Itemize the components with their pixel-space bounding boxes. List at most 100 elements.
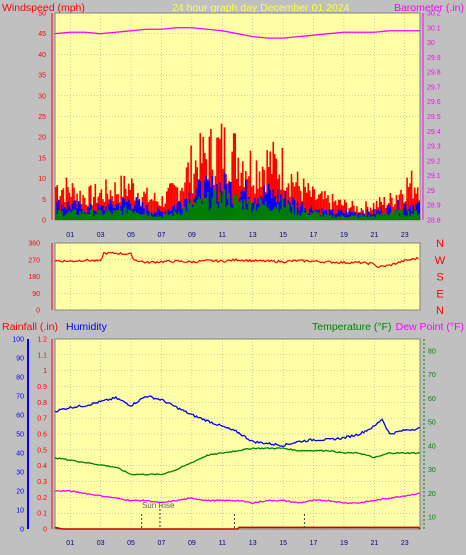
x-tick-label: 01 bbox=[66, 232, 74, 239]
x-tick-label: 11 bbox=[219, 540, 226, 547]
barometer-y-tick-label: 29.4 bbox=[427, 129, 441, 136]
humidity-title: Humidity bbox=[66, 321, 108, 333]
barometer-y-tick-label: 29.9 bbox=[427, 55, 441, 62]
rain-y-tick-label: 0.9 bbox=[37, 384, 47, 391]
x-tick-label: 21 bbox=[370, 540, 378, 547]
dewpoint-title: Dew Point (°F) bbox=[396, 321, 464, 333]
rain-y-tick-label: 0.3 bbox=[37, 479, 47, 486]
compass-label: E bbox=[436, 288, 443, 300]
humidity-y-tick-label: 70 bbox=[16, 394, 24, 401]
x-tick-label: 15 bbox=[279, 540, 287, 547]
compass-label: N bbox=[436, 238, 444, 250]
barometer-y-tick-label: 29 bbox=[427, 188, 435, 195]
humidity-y-tick-label: 60 bbox=[16, 413, 24, 420]
direction-y-tick-label: 90 bbox=[32, 291, 40, 298]
temp-y-tick-label: 40 bbox=[428, 443, 436, 450]
humidity-line bbox=[54, 395, 421, 448]
rain-y-tick-label: 0 bbox=[43, 527, 47, 534]
barometer-title: Barometer (.in) bbox=[394, 2, 464, 14]
barometer-y-tick-label: 29.5 bbox=[427, 114, 441, 121]
rain-y-tick-label: 0.4 bbox=[37, 463, 47, 470]
x-tick-label: 23 bbox=[401, 540, 409, 547]
temperature-line bbox=[54, 447, 421, 476]
rain-y-tick-label: 0.8 bbox=[37, 400, 47, 407]
direction-y-tick-label: 360 bbox=[28, 241, 40, 248]
barometer-y-tick-label: 30.2 bbox=[427, 11, 441, 18]
x-tick-label: 03 bbox=[97, 540, 105, 547]
x-tick-label: 23 bbox=[401, 232, 409, 239]
wind-y-tick-label: 5 bbox=[42, 197, 46, 204]
rain-y-tick-label: 0.2 bbox=[37, 495, 47, 502]
humidity-y-tick-label: 40 bbox=[16, 451, 24, 458]
direction-y-tick-label: 0 bbox=[36, 308, 40, 315]
barometer-y-tick-label: 29.8 bbox=[427, 70, 441, 77]
barometer-y-tick-label: 28.9 bbox=[427, 203, 441, 210]
x-tick-label: 05 bbox=[127, 232, 135, 239]
barometer-y-tick-label: 28.8 bbox=[427, 218, 441, 225]
temp-y-tick-label: 10 bbox=[428, 515, 436, 522]
humidity-y-tick-label: 20 bbox=[16, 489, 24, 496]
x-tick-label: 07 bbox=[158, 232, 166, 239]
x-tick-label: 19 bbox=[340, 232, 348, 239]
x-tick-label: 05 bbox=[127, 540, 135, 547]
wind-y-tick-label: 30 bbox=[38, 93, 46, 100]
graph-day-title: 24 hour graph day December 01 2024 bbox=[172, 2, 350, 14]
x-tick-label: 13 bbox=[249, 232, 257, 239]
x-tick-label: 13 bbox=[249, 540, 257, 547]
wind-y-tick-label: 10 bbox=[38, 176, 46, 183]
direction-line bbox=[54, 251, 419, 269]
humidity-y-tick-label: 100 bbox=[12, 337, 24, 344]
windspeed-title: Windspeed (mph) bbox=[2, 2, 85, 14]
wind-y-tick-label: 45 bbox=[38, 31, 46, 38]
x-tick-label: 09 bbox=[188, 232, 196, 239]
rain-y-tick-label: 0.6 bbox=[37, 432, 47, 439]
temperature-title: Temperature (°F) bbox=[312, 321, 391, 333]
rainfall-title: Rainfall (.in) bbox=[2, 321, 58, 333]
direction-y-tick-label: 270 bbox=[28, 257, 40, 264]
temp-y-tick-label: 50 bbox=[428, 420, 436, 427]
compass-label: S bbox=[436, 272, 443, 284]
barometer-y-tick-label: 29.3 bbox=[427, 144, 441, 151]
x-tick-label: 19 bbox=[340, 540, 348, 547]
x-tick-label: 21 bbox=[370, 232, 378, 239]
rain-y-tick-label: 1.1 bbox=[37, 352, 47, 359]
humidity-y-tick-label: 30 bbox=[16, 470, 24, 477]
temp-y-tick-label: 20 bbox=[428, 491, 436, 498]
barometer-y-tick-label: 30 bbox=[427, 40, 435, 47]
rain-y-tick-label: 1.2 bbox=[37, 337, 47, 344]
direction-plot-area bbox=[54, 242, 421, 311]
humidity-y-tick-label: 0 bbox=[20, 527, 24, 534]
x-tick-label: 09 bbox=[188, 540, 196, 547]
rain-y-tick-label: 0.1 bbox=[37, 511, 47, 518]
wind-y-tick-label: 15 bbox=[38, 155, 46, 162]
compass-label: W bbox=[435, 255, 446, 267]
temp-y-tick-label: 70 bbox=[428, 372, 436, 379]
barometer-y-tick-label: 30.1 bbox=[427, 25, 441, 32]
x-tick-label: 17 bbox=[310, 232, 318, 239]
temp-y-tick-label: 80 bbox=[428, 348, 436, 355]
humidity-y-tick-label: 90 bbox=[16, 356, 24, 363]
humidity-y-tick-label: 10 bbox=[16, 508, 24, 515]
humidity-y-tick-label: 80 bbox=[16, 375, 24, 382]
humidity-y-tick-label: 50 bbox=[16, 432, 24, 439]
sunrise-label: Sun Rise bbox=[142, 501, 175, 510]
wind-y-tick-label: 35 bbox=[38, 73, 46, 80]
temp-y-tick-label: 60 bbox=[428, 396, 436, 403]
direction-y-tick-label: 180 bbox=[28, 274, 40, 281]
barometer-y-tick-label: 29.7 bbox=[427, 84, 441, 91]
x-tick-label: 15 bbox=[279, 232, 287, 239]
barometer-y-tick-label: 29.2 bbox=[427, 158, 441, 165]
x-tick-label: 07 bbox=[158, 540, 166, 547]
compass-label: N bbox=[436, 305, 444, 317]
rainfall-line bbox=[54, 526, 421, 530]
temp-y-tick-label: 30 bbox=[428, 467, 436, 474]
rain-y-tick-label: 0.7 bbox=[37, 416, 47, 423]
barometer-line bbox=[54, 27, 420, 39]
wind-y-tick-label: 0 bbox=[42, 218, 46, 225]
x-tick-label: 11 bbox=[219, 232, 226, 239]
wind-y-tick-label: 20 bbox=[38, 135, 46, 142]
wind-y-tick-label: 25 bbox=[38, 114, 46, 121]
dew-point-line bbox=[54, 489, 421, 505]
wind-y-tick-label: 40 bbox=[38, 52, 46, 59]
